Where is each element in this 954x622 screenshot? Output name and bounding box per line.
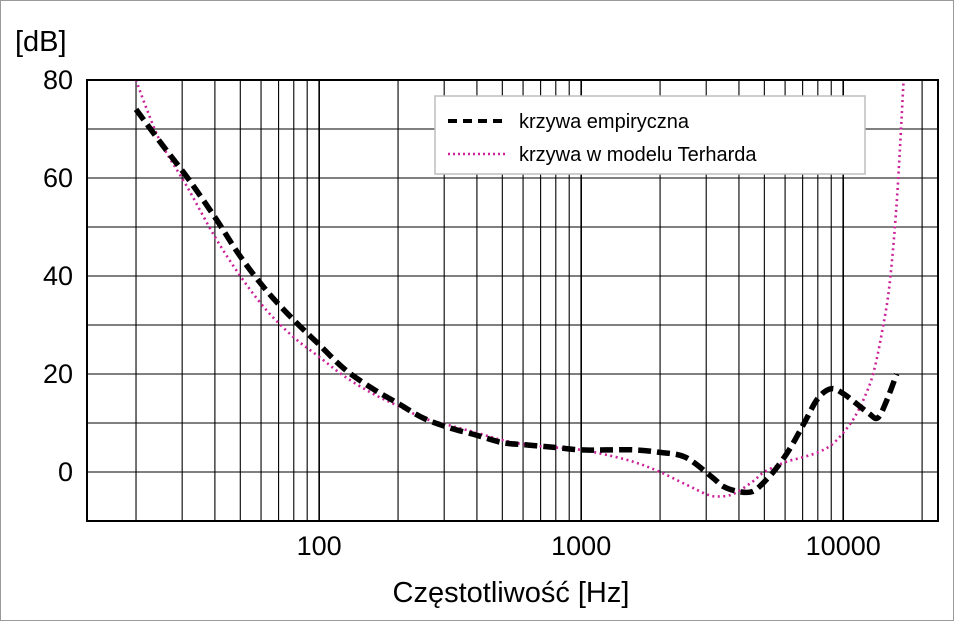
legend-label-terhardt: krzywa w modelu Terharda <box>519 144 757 166</box>
legend-label-empirical: krzywa empiryczna <box>519 111 690 133</box>
series-line-empirical <box>133 107 900 496</box>
y-tick-label: 0 <box>58 457 73 487</box>
series-layer <box>133 80 905 498</box>
x-tick-labels: 100 1000 10000 <box>297 531 881 561</box>
x-tick-label: 100 <box>297 531 342 561</box>
y-tick-label: 40 <box>43 261 73 291</box>
x-tick-label: 10000 <box>806 531 881 561</box>
y-axis-title: [dB] <box>15 26 67 58</box>
x-tick-label: 1000 <box>551 531 611 561</box>
plot-border <box>86 79 939 522</box>
legend-box <box>434 95 866 175</box>
y-tick-label: 20 <box>43 359 73 389</box>
x-axis-title: Częstotliwość [Hz] <box>393 577 630 609</box>
legend: krzywa empiryczna krzywa w modelu Terhar… <box>434 95 866 175</box>
y-tick-labels: 0 20 40 60 80 <box>43 65 73 487</box>
y-tick-label: 60 <box>43 163 73 193</box>
y-tick-label: 80 <box>43 65 73 95</box>
